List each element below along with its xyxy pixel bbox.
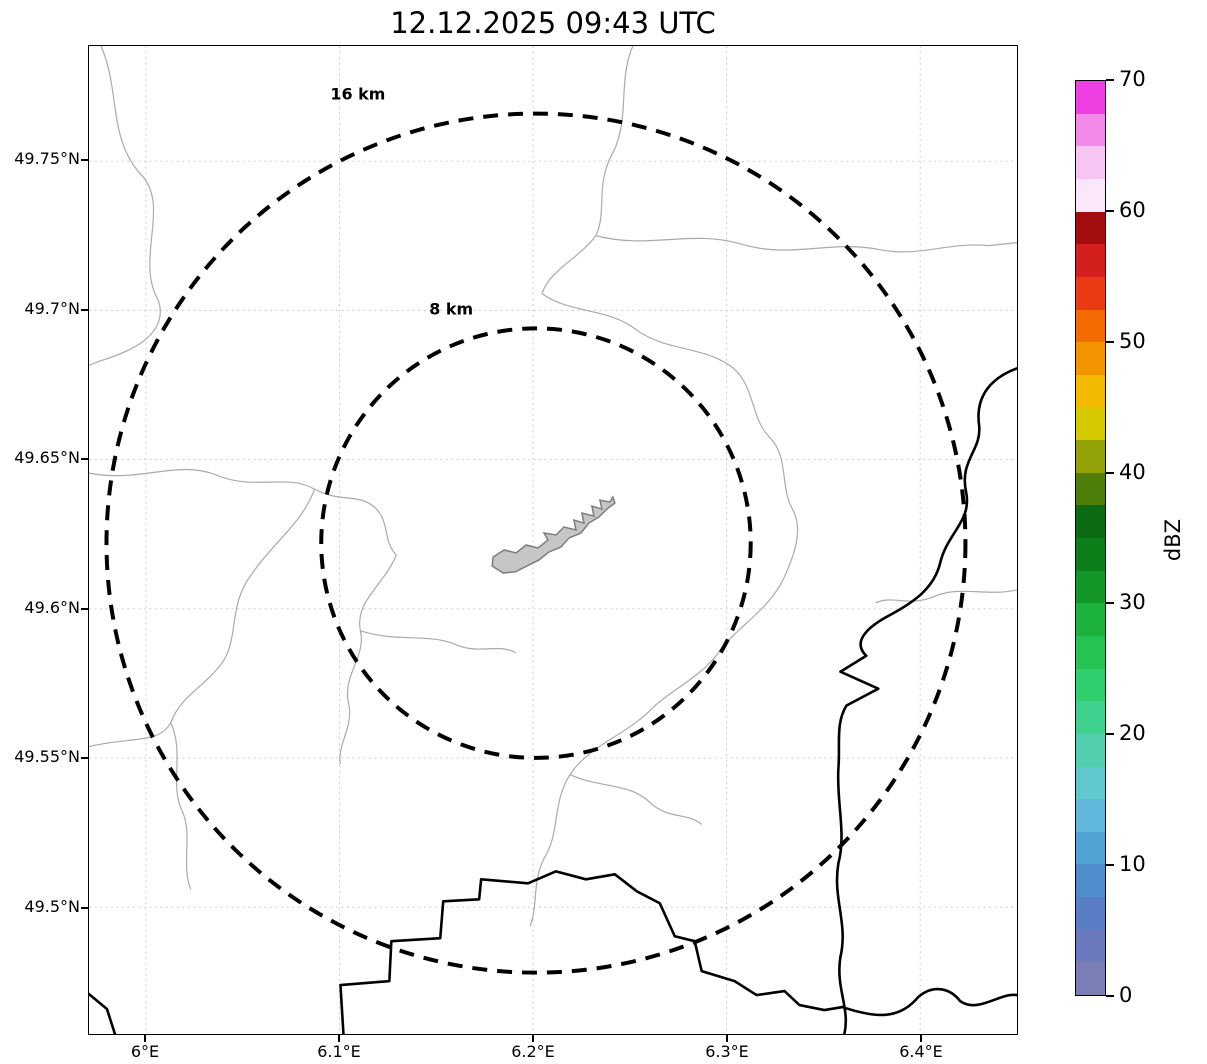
x-tick-label: 6.1°E (317, 1042, 361, 1061)
colorbar-segment-8 (1076, 701, 1105, 734)
colorbar-tick-label: 50 (1119, 328, 1146, 353)
y-tick-label: 49.55°N (14, 747, 80, 767)
colorbar-tick (1106, 864, 1114, 867)
colorbar-segment-19 (1076, 342, 1105, 375)
admin-boundary-line (89, 46, 161, 366)
colorbar-segment-3 (1076, 864, 1105, 898)
x-tick-label: 6.3°E (705, 1042, 749, 1061)
country-border-line (835, 367, 1017, 1034)
country-border-line (339, 870, 844, 1034)
colorbar-tick (1106, 340, 1114, 343)
y-axis-tick (81, 906, 88, 909)
map-canvas: 8 km 16 km (89, 46, 1017, 1034)
x-axis-tick (920, 1035, 922, 1042)
colorbar-segment-26 (1076, 113, 1105, 147)
colorbar-segment-17 (1076, 407, 1105, 441)
y-tick-label: 49.65°N (14, 448, 80, 468)
colorbar-segment-23 (1076, 211, 1105, 245)
admin-boundary-line (529, 706, 655, 927)
colorbar-segment-18 (1076, 374, 1105, 408)
plot-title: 12.12.2025 09:43 UTC (390, 6, 716, 40)
y-axis-tick (81, 159, 88, 162)
colorbar-segment-21 (1076, 276, 1105, 310)
colorbar-tick-label: 20 (1119, 721, 1146, 746)
country-border-line (89, 992, 117, 1034)
x-axis-tick (532, 1035, 535, 1042)
colorbar (1075, 80, 1106, 996)
admin-boundary-line (569, 773, 703, 825)
range-ring-16km (104, 111, 968, 975)
admin-boundaries (89, 46, 1017, 927)
map-panel: 8 km 16 km (88, 45, 1018, 1035)
colorbar-tick-label: 0 (1119, 983, 1133, 1007)
colorbar-segment-22 (1076, 244, 1105, 277)
colorbar-segment-15 (1076, 472, 1105, 506)
y-tick-label: 49.6°N (24, 597, 80, 617)
colorbar-segment-7 (1076, 733, 1105, 767)
range-ring-label: 8 km (429, 299, 473, 318)
colorbar-segment-11 (1076, 603, 1105, 636)
y-tick-label: 49.75°N (14, 149, 80, 169)
range-ring-label: 16 km (330, 85, 385, 104)
admin-boundary-line (89, 488, 316, 748)
colorbar-segment-20 (1076, 309, 1105, 343)
colorbar-segment-5 (1076, 799, 1105, 832)
country-borders (89, 367, 1017, 1034)
colorbar-tick-label: 60 (1119, 197, 1146, 222)
range-rings: 8 km 16 km (104, 85, 968, 975)
colorbar-segment-10 (1076, 635, 1105, 669)
colorbar-segment-2 (1076, 897, 1105, 930)
y-tick-label: 49.5°N (24, 896, 80, 916)
y-axis-tick (81, 757, 88, 760)
x-tick-label: 6.4°E (899, 1042, 943, 1061)
colorbar-tick (1106, 995, 1114, 997)
colorbar-tick-label: 30 (1119, 590, 1146, 615)
colorbar-segment-13 (1076, 538, 1105, 571)
y-axis-tick (81, 458, 88, 461)
x-axis-tick (144, 1035, 147, 1042)
colorbar-segment-9 (1076, 668, 1105, 702)
colorbar-segment-24 (1076, 178, 1105, 212)
colorbar-tick-label: 70 (1119, 67, 1146, 91)
y-axis-tick (81, 308, 88, 311)
admin-boundary-line (89, 468, 397, 556)
colorbar-tick (1106, 733, 1114, 736)
colorbar-segment-25 (1076, 146, 1105, 179)
admin-boundary-line (541, 46, 634, 294)
colorbar-tick-label: 40 (1119, 459, 1146, 484)
colorbar-segment-27 (1076, 81, 1105, 114)
colorbar-segment-4 (1076, 831, 1105, 865)
x-tick-label: 6.2°E (511, 1042, 555, 1061)
colorbar-segment-1 (1076, 929, 1105, 963)
admin-boundary-line (170, 722, 192, 890)
y-axis-tick (81, 607, 88, 610)
colorbar-segment-12 (1076, 570, 1105, 604)
colorbar-tick (1106, 79, 1114, 81)
colorbar-tick (1106, 471, 1114, 474)
colorbar-axis-label: dBZ (1161, 518, 1185, 562)
colorbar-segment-0 (1076, 962, 1105, 995)
grid-lines (89, 46, 1017, 1034)
colorbar-segment-16 (1076, 440, 1105, 473)
range-ring-8km (319, 326, 753, 760)
admin-boundary-line (595, 235, 1017, 253)
colorbar-tick (1106, 602, 1114, 605)
colorbar-segment-14 (1076, 505, 1105, 539)
x-tick-label: 6°E (130, 1042, 160, 1061)
admin-boundary-line (875, 589, 1017, 604)
admin-boundary-line (339, 554, 397, 765)
y-tick-label: 49.7°N (24, 298, 80, 318)
x-axis-tick (338, 1035, 341, 1042)
city-outline (491, 495, 616, 574)
country-border-line (841, 987, 1017, 1017)
admin-boundary-line (360, 630, 517, 654)
colorbar-segment-6 (1076, 766, 1105, 800)
x-axis-tick (726, 1035, 728, 1042)
admin-boundary-line (541, 293, 799, 708)
colorbar-tick (1106, 209, 1114, 212)
colorbar-tick-label: 10 (1119, 852, 1146, 877)
